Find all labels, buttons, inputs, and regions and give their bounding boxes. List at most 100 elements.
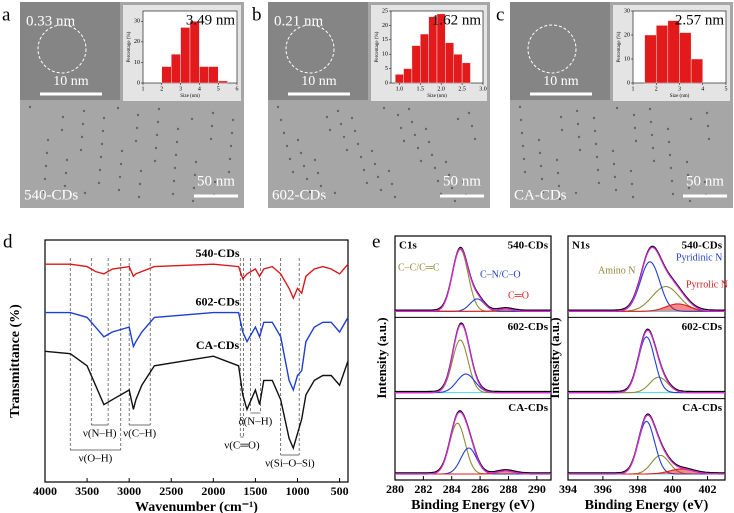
raw-data	[568, 328, 725, 393]
particle	[319, 184, 323, 188]
x-tick-label: 280	[386, 482, 404, 496]
y-axis-title: Transmittance (%)	[8, 304, 23, 418]
particle	[63, 184, 67, 188]
x-tick-label: 398	[629, 482, 647, 496]
histogram-bar	[679, 32, 692, 84]
particle	[134, 139, 138, 143]
particle	[396, 113, 400, 117]
particle	[453, 199, 457, 203]
x-tick-label: 6	[236, 86, 239, 92]
x-tick-label: 3000	[117, 484, 141, 498]
particle	[666, 127, 670, 131]
particle	[43, 177, 47, 181]
lattice-circle	[527, 24, 577, 74]
histogram-bar	[656, 25, 669, 84]
particle	[370, 149, 374, 153]
particle	[558, 197, 562, 201]
particle	[575, 109, 579, 113]
x-tick-label: 2	[160, 86, 163, 92]
particle	[630, 182, 634, 186]
particle	[379, 188, 383, 192]
particle	[631, 195, 635, 199]
x-tick-label: 286	[471, 482, 489, 496]
particle	[652, 159, 656, 163]
annotation-label: ν(O–H)	[79, 453, 113, 465]
particle	[362, 168, 366, 172]
particle	[559, 115, 563, 119]
particle	[138, 182, 142, 186]
particle	[353, 129, 357, 133]
hr-scale-label: 10 nm	[53, 74, 89, 89]
particle	[671, 192, 675, 196]
particle	[689, 117, 693, 121]
x-tick-label: 290	[528, 482, 546, 496]
histogram-bar	[217, 80, 228, 84]
particle	[119, 162, 123, 166]
x-axis-title: Size (nm)	[670, 94, 690, 99]
particle	[521, 144, 525, 148]
particle	[574, 191, 578, 195]
particle	[102, 116, 106, 120]
particle	[135, 126, 139, 130]
envelope-fit	[568, 246, 725, 312]
x-tick-label: 2500	[159, 484, 183, 498]
particle	[376, 175, 380, 179]
particle	[83, 191, 87, 195]
particle	[473, 137, 477, 141]
particle	[139, 169, 143, 173]
y-axis-title: Percentage (%)	[617, 31, 622, 62]
particle	[153, 159, 157, 163]
particle	[373, 162, 377, 166]
spectrum-line	[44, 350, 349, 451]
raw-data	[395, 322, 551, 393]
particle	[393, 195, 397, 199]
component-peak	[395, 447, 551, 475]
particle	[120, 149, 124, 153]
particle	[560, 128, 564, 132]
x-tick-label: 4	[701, 86, 704, 92]
particle	[117, 188, 121, 192]
x-axis-title: Binding Energy (eV)	[411, 498, 535, 513]
panel-letter: a	[2, 4, 11, 25]
particle	[556, 171, 560, 175]
particle	[316, 171, 320, 175]
particle	[328, 128, 332, 132]
particle	[313, 158, 317, 162]
particle	[339, 122, 343, 126]
lattice-spacing: 0.33 nm	[26, 13, 76, 29]
series-label: 540-CDs	[196, 246, 240, 260]
particle	[302, 164, 306, 168]
y-tick-label: 25	[382, 8, 388, 14]
envelope-fit	[395, 323, 551, 394]
histogram-bar	[403, 68, 413, 84]
particle	[285, 144, 289, 148]
particle	[333, 191, 337, 195]
component-peak	[568, 420, 725, 475]
particle	[416, 146, 420, 150]
y-tick-label: 30	[134, 19, 140, 25]
spectrum-line	[45, 263, 349, 300]
particle	[461, 180, 465, 184]
hr-scale-label: 10 nm	[301, 74, 337, 89]
particle	[191, 199, 195, 203]
sample-label: 540-CDs	[508, 240, 549, 252]
particle	[359, 155, 363, 159]
sample-label: 602-CDs	[508, 321, 549, 333]
particle	[308, 190, 312, 194]
lattice-circle	[37, 24, 87, 74]
particle	[436, 179, 440, 183]
particle	[651, 146, 655, 150]
particle	[157, 107, 161, 111]
particle	[444, 160, 448, 164]
histogram-bar	[445, 42, 454, 84]
x-tick-label: 284	[443, 482, 461, 496]
y-tick-label: 20	[624, 32, 630, 38]
particle	[101, 129, 105, 133]
x-axis-title: Size (nm)	[427, 94, 447, 99]
size-annotation: 3.49 nm	[186, 12, 236, 28]
particle	[450, 186, 454, 190]
particle	[100, 142, 104, 146]
hrtem-inset	[510, 2, 610, 100]
particle	[137, 195, 141, 199]
particle	[98, 168, 102, 172]
